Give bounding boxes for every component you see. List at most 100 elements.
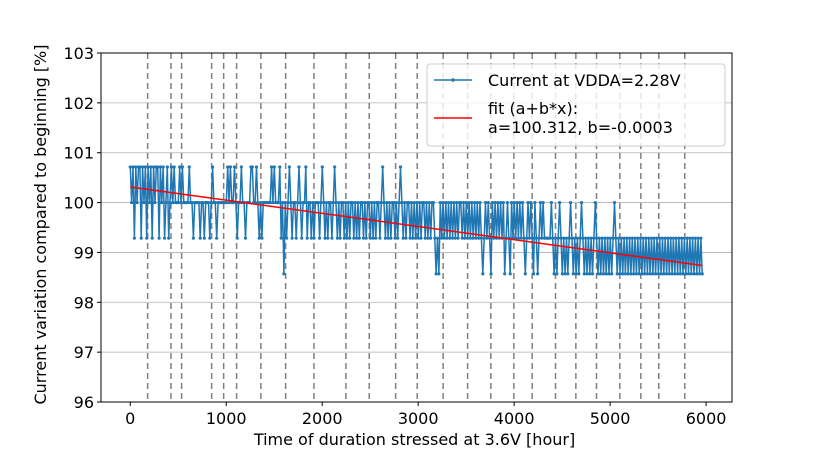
data-point (522, 236, 526, 240)
data-point (392, 200, 396, 205)
data-point (597, 236, 601, 240)
data-point (294, 236, 298, 240)
data-point (398, 165, 403, 169)
x-tick-label: 1000 (206, 409, 247, 428)
data-point (208, 236, 212, 240)
data-point (357, 236, 361, 240)
data-point (446, 200, 451, 205)
data-point (670, 272, 674, 276)
data-point (697, 272, 702, 276)
data-point (191, 236, 195, 240)
data-point (213, 200, 217, 205)
data-point (619, 236, 623, 240)
data-point (459, 200, 463, 205)
data-point (228, 165, 233, 169)
data-point (470, 200, 474, 205)
data-point (666, 236, 670, 240)
data-point (364, 236, 368, 240)
data-point (287, 165, 291, 169)
data-point (139, 236, 143, 240)
data-point (235, 236, 239, 240)
data-point (202, 236, 206, 240)
data-point (622, 236, 626, 240)
data-point (382, 200, 386, 205)
data-point (164, 200, 168, 205)
data-point (615, 272, 619, 276)
data-point (564, 236, 569, 240)
data-point (599, 272, 603, 276)
data-point (611, 236, 615, 240)
data-point (179, 200, 183, 205)
data-point (531, 272, 536, 276)
data-point (190, 200, 194, 205)
data-point (540, 236, 544, 240)
data-point (659, 272, 663, 276)
data-point (383, 236, 387, 240)
data-point (563, 272, 567, 276)
data-point (673, 272, 677, 276)
y-tick-label: 100 (63, 194, 94, 213)
x-tick-label: 5000 (590, 409, 631, 428)
data-point (519, 236, 523, 240)
data-point (525, 236, 529, 240)
data-point (280, 200, 285, 205)
data-point (590, 272, 595, 276)
data-point (250, 165, 254, 169)
data-point (172, 165, 176, 169)
data-point (464, 200, 468, 205)
data-point (344, 200, 348, 205)
data-point (675, 272, 680, 276)
data-point (302, 200, 307, 205)
data-point (254, 165, 259, 169)
data-point (530, 236, 534, 240)
data-point (578, 236, 582, 240)
data-point (570, 236, 574, 240)
data-point (589, 236, 593, 240)
data-point (652, 236, 656, 240)
data-point (483, 200, 488, 205)
data-point (415, 200, 419, 205)
data-point (553, 236, 558, 240)
data-point (260, 236, 264, 240)
data-point (627, 236, 632, 240)
data-point (632, 272, 636, 276)
data-point (582, 272, 586, 276)
data-point (296, 200, 300, 205)
data-point (419, 236, 423, 240)
data-point (393, 236, 397, 240)
data-point (322, 200, 326, 205)
data-point (326, 236, 330, 240)
data-point (472, 200, 477, 205)
data-point (625, 236, 629, 240)
data-point (509, 200, 514, 205)
data-point (467, 200, 471, 205)
data-point (278, 165, 282, 169)
data-point (353, 200, 357, 205)
data-point (404, 236, 408, 240)
x-tick-label: 0 (125, 409, 135, 428)
data-point (438, 200, 442, 205)
data-point (272, 165, 276, 169)
data-point (678, 272, 682, 276)
data-point (279, 236, 283, 240)
data-point (516, 236, 521, 240)
data-point (456, 236, 460, 240)
data-point (671, 236, 676, 240)
data-point (134, 165, 138, 169)
data-point (533, 200, 537, 205)
data-point (256, 200, 260, 205)
data-point (560, 272, 564, 276)
data-point (169, 165, 174, 169)
data-point (643, 272, 647, 276)
data-point (448, 236, 452, 240)
data-point (662, 272, 666, 276)
data-point (526, 200, 530, 205)
data-point (636, 236, 640, 240)
data-point (243, 236, 248, 240)
data-point (664, 272, 669, 276)
data-point (317, 236, 322, 240)
data-point (640, 272, 644, 276)
data-point (499, 200, 503, 205)
data-point (629, 272, 633, 276)
data-point (411, 236, 415, 240)
